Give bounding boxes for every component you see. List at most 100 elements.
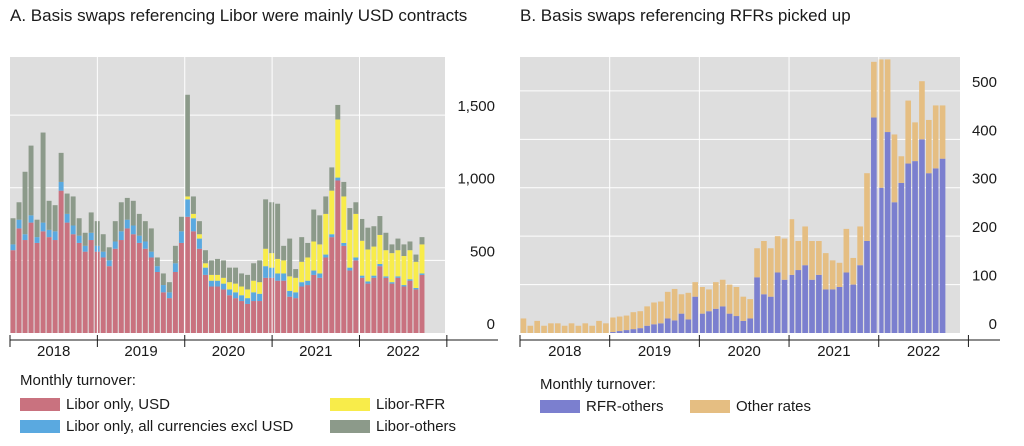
panel-b-bar-rfr-others: [623, 330, 630, 333]
panel-a-bar-libor-only-all-currencies-excl-usd: [395, 276, 401, 278]
panel-a-bar-libor-only-usd: [257, 301, 263, 333]
panel-a-bar-libor-others: [52, 205, 58, 232]
panel-a-bar-libor-others: [419, 237, 425, 245]
panel-a-bar-libor-only-all-currencies-excl-usd: [203, 267, 208, 275]
panel-a-bar-libor-only-all-currencies-excl-usd: [317, 273, 323, 278]
panel-a-bar-libor-only-usd: [287, 296, 293, 333]
panel-b-bar-other-rates: [609, 317, 616, 333]
panel-a-bar-libor-others: [365, 227, 371, 250]
panel-b-bar-rfr-others: [822, 289, 829, 333]
panel-b-bar-other-rates: [754, 248, 760, 278]
panel-b-bar-other-rates: [843, 228, 850, 273]
panel-a-bar-libor-only-all-currencies-excl-usd: [353, 257, 359, 261]
panel-a-bar-libor-others: [227, 267, 232, 283]
panel-a-bar-libor-only-usd: [88, 240, 94, 333]
legend-item-libor-rfr: Libor-RFR: [330, 396, 445, 413]
panel-a-bar-libor-others: [323, 196, 329, 214]
panel-a-bar-libor-rfr: [281, 260, 287, 274]
panel-b-bar-rfr-others: [658, 323, 664, 333]
panel-a-bar-libor-others: [58, 152, 64, 182]
panel-a-bar-libor-others: [407, 241, 413, 251]
panel-a-bar-libor-rfr: [347, 229, 353, 268]
panel-a-bar-libor-others: [347, 208, 353, 230]
panel-b-y-tick-label: 0: [989, 316, 997, 333]
panel-a-bar-libor-only-all-currencies-excl-usd: [347, 267, 353, 271]
panel-a-bar-libor-only-all-currencies-excl-usd: [172, 263, 178, 272]
panel-b-bar-other-rates: [589, 325, 595, 333]
panel-a-legend-title: Monthly turnover:: [20, 372, 136, 389]
panel-a-bar-libor-only-usd: [112, 248, 118, 333]
panel-a-bar-libor-only-all-currencies-excl-usd: [142, 241, 148, 249]
panel-b-bar-other-rates: [850, 257, 857, 285]
panel-b-y-tick-label: 500: [972, 74, 997, 91]
panel-b-bar-other-rates: [678, 294, 685, 314]
panel-a-bar-libor-only-all-currencies-excl-usd: [148, 251, 154, 258]
panel-a-bar-libor-only-usd: [106, 266, 112, 333]
panel-a-bar-libor-rfr: [184, 196, 190, 200]
panel-a-bar-libor-others: [196, 221, 202, 235]
panel-a-bar-libor-rfr: [299, 261, 305, 283]
panel-a-bar-libor-others: [142, 221, 148, 242]
panel-a-bar-libor-only-usd: [40, 231, 46, 333]
panel-b-bar-rfr-others: [644, 325, 650, 333]
panel-b-bar-other-rates: [905, 100, 912, 164]
panel-b-bar-rfr-others: [877, 187, 884, 333]
panel-a-bar-libor-only-usd: [311, 274, 317, 333]
panel-b-bar-rfr-others: [754, 277, 760, 333]
panel-a-bar-libor-only-usd: [196, 248, 202, 333]
panel-a-bar-libor-others: [136, 213, 142, 236]
panel-a-bar-libor-only-usd: [10, 250, 16, 333]
panel-b-bar-rfr-others: [809, 279, 815, 333]
panel-a-bar-libor-rfr: [365, 249, 371, 282]
panel-b-bar-other-rates: [829, 260, 836, 290]
panel-a-bar-libor-others: [160, 273, 166, 286]
panel-b-bar-rfr-others: [816, 274, 822, 333]
panel-a-bar-libor-only-all-currencies-excl-usd: [64, 213, 70, 223]
panel-a-bar-libor-only-all-currencies-excl-usd: [40, 222, 46, 232]
panel-a-bar-libor-only-usd: [239, 301, 245, 333]
panel-a-bar-libor-only-all-currencies-excl-usd: [293, 292, 299, 299]
panel-b-bar-other-rates: [534, 320, 540, 333]
panel-a-bar-libor-only-usd: [341, 245, 347, 333]
panel-a-bar-libor-only-usd: [46, 237, 52, 333]
panel-a-bar-libor-others: [359, 218, 365, 241]
panel-a-bar-libor-others: [64, 193, 70, 214]
legend-label: Libor only, USD: [66, 396, 170, 413]
panel-a-year-label: 2020: [212, 343, 245, 360]
panel-a-bar-libor-others: [401, 244, 407, 257]
panel-a-bar-libor-rfr: [395, 250, 401, 277]
panel-b-bar-rfr-others: [857, 265, 863, 333]
panel-b-bar-rfr-others: [912, 161, 918, 333]
panel-a-bar-libor-others: [371, 226, 377, 247]
panel-b-bar-rfr-others: [747, 318, 753, 333]
panel-b-bar-rfr-others: [864, 241, 870, 333]
panel-a-bar-libor-others: [335, 104, 341, 120]
panel-b-y-tick-label: 300: [972, 171, 997, 188]
panel-a-bar-libor-only-all-currencies-excl-usd: [359, 275, 365, 278]
panel-b-bar-other-rates: [603, 323, 609, 333]
panel-a-bar-libor-only-all-currencies-excl-usd: [413, 287, 419, 290]
panel-a-bar-libor-only-all-currencies-excl-usd: [166, 292, 172, 299]
panel-b-bar-rfr-others: [713, 308, 719, 333]
panel-a-bar-libor-others: [166, 282, 172, 293]
panel-b-bar-other-rates: [774, 236, 781, 273]
panel-b-bar-rfr-others: [850, 284, 857, 333]
panel-a-bar-libor-others: [88, 212, 94, 233]
panel-a-bar-libor-others: [28, 145, 34, 216]
panel-a-bar-libor-rfr: [209, 274, 214, 281]
panel-a-bar-libor-others: [76, 218, 82, 236]
panel-a-y-tick-label: 1,500: [457, 98, 495, 115]
panel-a-bar-libor-rfr: [275, 258, 281, 274]
panel-b-bar-rfr-others: [919, 139, 925, 333]
panel-b-y-tick-label: 200: [972, 219, 997, 236]
panel-a-bar-libor-others: [124, 197, 130, 220]
panel-b-bar-other-rates: [939, 105, 946, 159]
panel-a-bar-libor-only-usd: [245, 303, 251, 333]
panel-a-bar-libor-others: [100, 234, 106, 252]
panel-a-bar-libor-only-all-currencies-excl-usd: [160, 285, 166, 293]
panel-a-bar-libor-others: [16, 202, 22, 220]
panel-b-bar-other-rates: [898, 156, 905, 183]
panel-a-bar-libor-only-usd: [347, 270, 353, 333]
legend-item-libor-usd: Libor only, USD: [20, 396, 170, 413]
panel-b-bar-rfr-others: [719, 306, 726, 333]
